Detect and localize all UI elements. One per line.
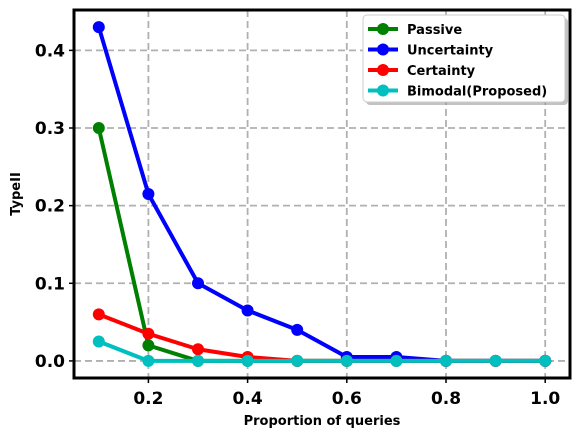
data-point-bimodal-proposed [92, 335, 105, 348]
y-tick-label: 0.0 [35, 352, 65, 372]
legend-marker [377, 64, 389, 76]
x-axis-title: Proportion of queries [244, 414, 401, 429]
series-bimodal-proposed [92, 335, 552, 367]
series-passive [92, 122, 552, 367]
data-point-passive [142, 339, 155, 352]
series-line-bimodal-proposed [98, 339, 546, 363]
data-point-bimodal-proposed [192, 354, 204, 367]
y-tick-label: 0.3 [35, 119, 65, 139]
series-line-certainty [98, 312, 546, 363]
legend-box [362, 14, 566, 103]
data-point-bimodal-proposed [539, 354, 552, 367]
data-point-uncertainty [291, 323, 304, 336]
ticks: 0.2 0.4 0.6 0.8 1.0 0.0 0.1 0.2 0.3 0.4 [35, 41, 561, 409]
legend: Passive Uncertainty Certainty Bimodal(Propo… [362, 14, 568, 105]
data-point-uncertainty [92, 21, 105, 34]
legend-marker [377, 43, 389, 56]
x-tick-label: 0.2 [133, 389, 163, 409]
legend-label: Passive [407, 23, 462, 38]
series-certainty [92, 308, 552, 367]
data-point-uncertainty [142, 188, 155, 200]
legend-marker [377, 23, 389, 35]
data-point-bimodal-proposed [241, 354, 254, 367]
legend-label: Certainty [407, 64, 476, 79]
data-point-bimodal-proposed [291, 354, 304, 367]
data-point-bimodal-proposed [489, 354, 502, 367]
x-tick-label: 0.6 [332, 389, 362, 409]
y-axis-title: TypeII [9, 172, 24, 216]
data-point-certainty [92, 308, 105, 321]
data-point-passive [92, 122, 105, 135]
x-tick-label: 1.0 [530, 389, 560, 409]
series-line-passive [96, 127, 546, 363]
data-point-bimodal-proposed [440, 354, 452, 367]
data-point-certainty [192, 343, 204, 356]
y-tick-label: 0.2 [35, 197, 65, 217]
data-point-uncertainty [192, 277, 204, 290]
data-point-bimodal-proposed [340, 354, 353, 367]
legend-marker [377, 84, 389, 97]
legend-label: Uncertainty [407, 44, 494, 59]
data-point-bimodal-proposed [142, 354, 155, 367]
data-point-bimodal-proposed [390, 354, 403, 367]
y-tick-label: 0.1 [35, 274, 65, 294]
y-tick-label: 0.4 [35, 41, 65, 61]
series-layer [92, 21, 552, 367]
x-tick-label: 0.8 [431, 389, 461, 409]
data-point-uncertainty [241, 304, 254, 317]
data-point-certainty [142, 327, 155, 340]
x-tick-label: 0.4 [233, 389, 263, 409]
plot-frame [72, 8, 572, 380]
legend-label: Bimodal(Proposed) [407, 85, 547, 100]
